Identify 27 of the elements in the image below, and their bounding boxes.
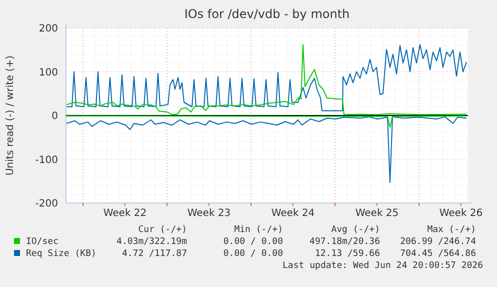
x-tick-label: Week 24 <box>271 208 315 219</box>
text: 0.00 / 0.00 <box>223 237 283 247</box>
text: Cur (-/+) <box>138 225 187 235</box>
x-tick-label: Week 25 <box>355 208 399 219</box>
y-tick-label: -100 <box>35 154 58 166</box>
text: Min (-/+) <box>234 225 283 235</box>
text: Max (-/+) <box>427 225 476 235</box>
text: 4.03m/322.19m <box>116 237 187 247</box>
text: 12.13 /59.66 <box>314 249 380 259</box>
y-tick-label: 0 <box>52 111 58 122</box>
text: Avg (-/+) <box>331 225 380 235</box>
x-tick-label: Week 22 <box>103 208 147 219</box>
x-tick-label: Week 23 <box>187 208 231 219</box>
y-axis-title: Units read (-) / write (+) <box>5 55 16 176</box>
legend-label: IO/sec <box>26 237 59 247</box>
y-tick-label: 200 <box>38 24 58 34</box>
text: 497.18m/20.36 <box>310 237 380 247</box>
legend-label: Req Size (KB) <box>26 249 96 259</box>
text: 206.99 /246.74 <box>400 237 476 247</box>
text: 0.00 / 0.00 <box>223 249 283 259</box>
text: Last update: Wed Jun 24 20:00:57 2026 <box>282 261 483 271</box>
text: 704.45 /564.86 <box>400 249 476 259</box>
x-tick-label: Week 26 <box>439 208 483 219</box>
y-tick-label: -200 <box>35 198 58 210</box>
text: 4.72 /117.87 <box>122 249 187 259</box>
y-tick-label: 100 <box>38 67 58 78</box>
chart-title: IOs for /dev/vdb - by month <box>184 7 350 21</box>
